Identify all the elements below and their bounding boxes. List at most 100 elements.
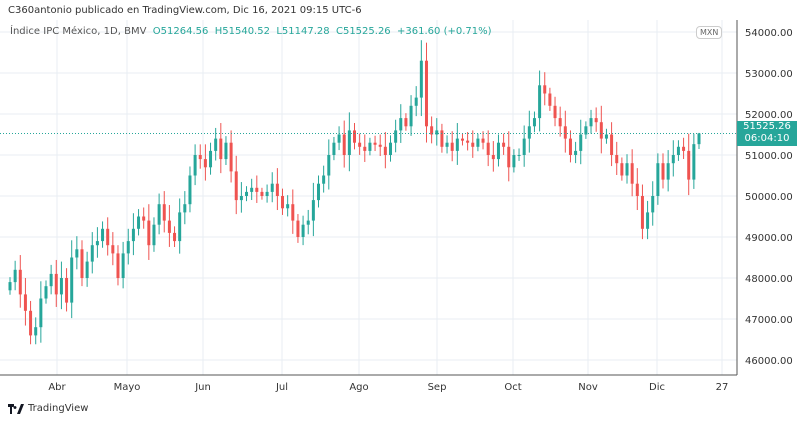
candle <box>471 130 475 158</box>
candle-body <box>178 212 182 242</box>
candle <box>656 153 660 205</box>
x-tick-label: Abr <box>48 382 66 393</box>
candle-body <box>332 142 336 155</box>
candle-body <box>512 155 516 168</box>
candle <box>332 136 336 161</box>
candle <box>527 110 531 153</box>
candle <box>625 154 629 184</box>
candle-body <box>445 142 449 147</box>
candle <box>579 119 583 165</box>
candle <box>440 123 444 153</box>
candle <box>460 133 464 146</box>
symbol-name[interactable]: Índice IPC México, 1D, BMV <box>10 26 147 37</box>
candle-body <box>604 134 608 139</box>
candle <box>651 181 655 226</box>
candle-body <box>203 159 207 168</box>
candle-body <box>234 171 238 201</box>
x-tick-label: Jul <box>275 382 288 393</box>
candle-body <box>70 257 74 303</box>
candle <box>106 217 110 256</box>
candle-body <box>59 278 63 295</box>
candle <box>538 70 542 132</box>
candle-body <box>224 142 228 160</box>
candle-body <box>65 278 69 303</box>
y-tick-label: 50000.00 <box>745 192 793 203</box>
candle <box>635 168 639 211</box>
candle <box>198 144 202 169</box>
candle-body <box>692 144 696 180</box>
candle-body <box>517 155 521 156</box>
candle-body <box>394 130 398 143</box>
candle-body <box>229 142 233 172</box>
candle-body <box>687 150 691 180</box>
candle-body <box>538 85 542 119</box>
candle-body <box>558 118 562 127</box>
candle-body <box>142 216 146 221</box>
change-value: +361.60 (+0.71%) <box>397 26 492 37</box>
candle-body <box>270 183 274 192</box>
candle <box>137 209 141 236</box>
candle <box>337 126 341 151</box>
candle <box>219 123 223 174</box>
candle <box>594 107 598 132</box>
candle-body <box>589 118 593 127</box>
candle <box>152 217 156 252</box>
candle <box>296 214 300 243</box>
candle <box>317 175 321 208</box>
candle <box>347 112 351 172</box>
candle-body <box>137 216 141 229</box>
candle-body <box>548 93 552 106</box>
candle-body <box>640 196 644 229</box>
candle <box>568 130 572 163</box>
candle-body <box>661 163 665 180</box>
candle <box>476 133 480 152</box>
candle <box>394 119 398 153</box>
candle <box>430 116 434 144</box>
candle-body <box>322 175 326 184</box>
x-tick-label: Dic <box>649 382 665 393</box>
currency-badge[interactable]: MXN <box>696 26 723 39</box>
candle-body <box>106 228 110 246</box>
candle <box>311 182 315 237</box>
candle-body <box>111 245 115 254</box>
candle-body <box>13 269 17 283</box>
candle <box>666 150 670 192</box>
candle <box>466 132 470 151</box>
candle <box>8 277 12 295</box>
candle-body <box>388 142 392 155</box>
candle <box>291 189 295 234</box>
candle <box>532 111 536 133</box>
candle <box>543 72 547 106</box>
candle <box>548 87 552 111</box>
candle <box>18 255 22 308</box>
candle-body <box>615 155 619 164</box>
candle-body <box>281 196 285 209</box>
candle-body <box>584 126 588 135</box>
candle <box>173 226 177 248</box>
candle <box>34 317 38 345</box>
candle-body <box>353 130 356 143</box>
candle-body <box>430 126 434 135</box>
y-tick-label: 52000.00 <box>745 110 793 121</box>
candle <box>409 95 413 136</box>
candle <box>574 141 578 164</box>
candle <box>203 144 207 181</box>
candle-body <box>301 224 305 237</box>
tradingview-logo[interactable]: TradingView <box>8 403 88 414</box>
tradingview-logo-icon <box>8 403 24 414</box>
candle <box>507 131 511 182</box>
candle-body <box>491 155 495 160</box>
candle-body <box>173 232 177 242</box>
publisher-attribution: C360antonio publicado en TradingView.com… <box>8 5 362 16</box>
candle-body <box>368 142 372 151</box>
candle <box>270 172 274 203</box>
candle <box>388 135 392 162</box>
candle <box>23 278 27 326</box>
candle <box>245 186 249 202</box>
candle <box>75 236 79 270</box>
candle-body <box>399 118 403 131</box>
candle-body <box>342 134 346 155</box>
candle-body <box>440 130 444 147</box>
candle <box>358 133 362 155</box>
